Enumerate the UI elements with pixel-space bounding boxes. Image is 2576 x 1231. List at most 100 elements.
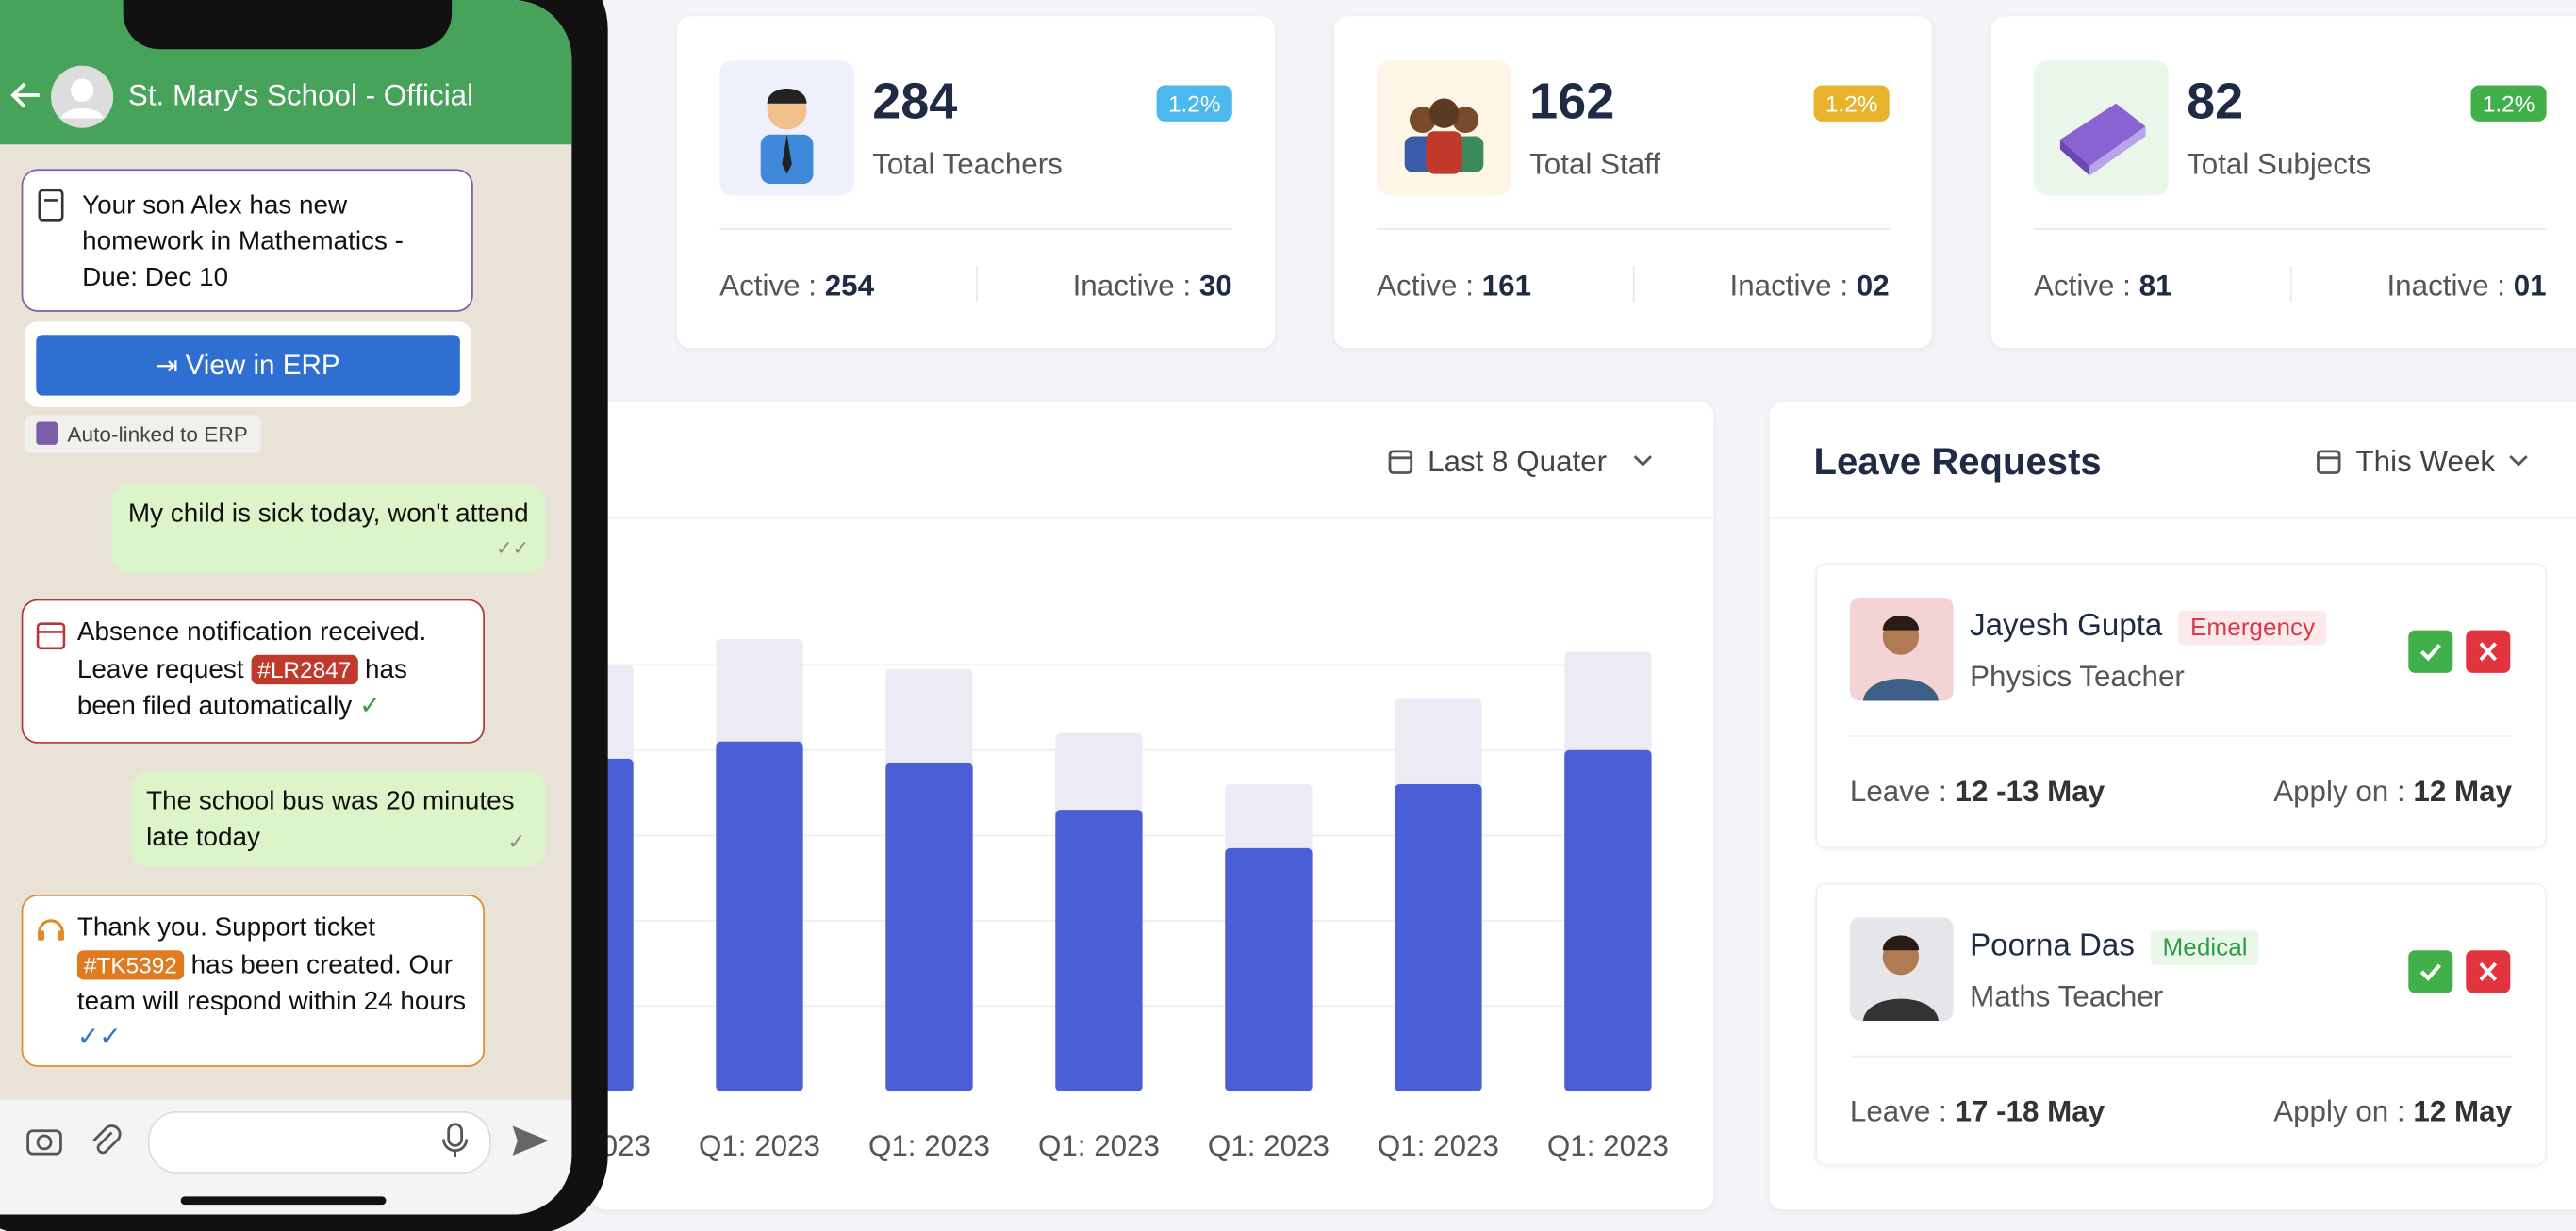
message-text: Absence notification received. Leave req… bbox=[76, 618, 427, 685]
calendar-icon bbox=[1388, 450, 1413, 474]
stat-icon bbox=[2034, 60, 2169, 196]
stat-value: 162 bbox=[1529, 72, 1615, 130]
view-erp-button[interactable]: ⇥ View in ERP bbox=[36, 335, 460, 396]
avatar bbox=[1849, 917, 1954, 1022]
mic-icon[interactable] bbox=[442, 1123, 469, 1158]
approve-button[interactable] bbox=[2408, 630, 2453, 673]
inactive-count: 02 bbox=[1856, 269, 1890, 303]
bar bbox=[1395, 783, 1482, 1091]
leave-value: 12 -13 May bbox=[1955, 774, 2105, 808]
active-count: 254 bbox=[824, 269, 875, 303]
leave-value: 17 -18 May bbox=[1955, 1094, 2105, 1128]
x-tick-label: Q1: 2023 bbox=[868, 1129, 990, 1162]
active-count: 81 bbox=[2138, 269, 2172, 303]
inactive-label: Inactive : bbox=[1072, 269, 1192, 303]
message-tag: #TK5392 bbox=[76, 950, 184, 980]
button-label: View in ERP bbox=[185, 349, 340, 381]
camera-icon[interactable] bbox=[26, 1124, 62, 1157]
active-label: Active : bbox=[1377, 269, 1474, 303]
apply-label: Apply on : bbox=[2273, 1094, 2405, 1128]
bar bbox=[1055, 810, 1143, 1091]
divider bbox=[591, 517, 1714, 519]
stat-badge: 1.2% bbox=[1813, 85, 1890, 122]
inactive-row: Inactive : 02 bbox=[1730, 270, 1890, 304]
message-tag: #LR2847 bbox=[251, 654, 358, 685]
stat-value: 82 bbox=[2187, 72, 2244, 130]
icon-art bbox=[760, 89, 814, 185]
name-row: Jayesh Gupta Emergency bbox=[1970, 609, 2327, 646]
divider bbox=[2289, 266, 2292, 303]
chart-filter[interactable]: Last 8 Quater bbox=[1428, 444, 1608, 478]
back-arrow[interactable] bbox=[9, 79, 42, 112]
chevron bbox=[1633, 455, 1653, 467]
avatar bbox=[1849, 597, 1954, 701]
apply-value: 12 May bbox=[2413, 1094, 2513, 1128]
apply-label: Apply on : bbox=[2273, 774, 2405, 808]
message-text: My child is sick today, won't attend bbox=[127, 501, 529, 529]
active-count: 161 bbox=[1481, 269, 1532, 303]
note-chip: Auto-linked to ERP bbox=[25, 415, 261, 453]
approve-button[interactable] bbox=[2408, 950, 2453, 993]
avatar-art bbox=[1862, 615, 1939, 701]
message: The school bus was 20 minutes late today… bbox=[131, 771, 546, 867]
text-input[interactable] bbox=[147, 1110, 491, 1174]
notch bbox=[123, 0, 453, 50]
leave-tag: Emergency bbox=[2178, 610, 2327, 646]
avatar-art bbox=[1862, 935, 1939, 1022]
message: My child is sick today, won't attend ✓✓ bbox=[111, 484, 546, 573]
leave-tag: Medical bbox=[2151, 930, 2259, 965]
message: Absence notification received. Leave req… bbox=[21, 599, 485, 744]
contact-avatar bbox=[51, 65, 114, 128]
stat-label: Total Teachers bbox=[872, 147, 1063, 181]
message-text: has been created. Our team will respond … bbox=[76, 951, 467, 1016]
active-row: Active : 161 bbox=[1377, 270, 1531, 304]
calendar-icon bbox=[36, 622, 66, 650]
stat-card: 284 Total Teachers 1.2% Active : 254 Inactiv… bbox=[676, 16, 1276, 349]
person-role: Physics Teacher bbox=[1970, 660, 2185, 693]
person-name: Jayesh Gupta bbox=[1970, 609, 2163, 644]
message: Your son Alex has new homework in Mathem… bbox=[21, 169, 473, 312]
active-label: Active : bbox=[2034, 269, 2131, 303]
divider bbox=[1632, 266, 1635, 303]
reject-button[interactable] bbox=[2466, 630, 2511, 673]
apply-date: Apply on : 12 May bbox=[2273, 775, 2512, 810]
leave-filter[interactable]: This Week bbox=[2355, 444, 2496, 478]
x-tick-label: Q1: 2023 bbox=[699, 1129, 820, 1162]
stat-card: 162 Total Staff 1.2% Active : 161 Inactive :… bbox=[1333, 16, 1933, 349]
active-label: Active : bbox=[719, 269, 817, 303]
stat-badge: 1.2% bbox=[1156, 85, 1232, 122]
attach-icon[interactable] bbox=[89, 1123, 122, 1158]
leave-label: Leave : bbox=[1849, 774, 1947, 808]
x-tick-label: Q1: 2023 bbox=[1378, 1129, 1499, 1162]
stat-value: 284 bbox=[872, 72, 958, 130]
note: Auto-linked to ERP bbox=[67, 421, 248, 447]
divider bbox=[719, 228, 1232, 230]
leave-card: Jayesh Gupta Emergency Physics Teacher Leav… bbox=[1815, 563, 2547, 849]
inactive-label: Inactive : bbox=[2386, 269, 2506, 303]
reject-button[interactable] bbox=[2466, 950, 2511, 993]
leave-card: Poorna Das Medical Maths Teacher Leave : 17… bbox=[1815, 882, 2547, 1166]
divider bbox=[1849, 1055, 2513, 1058]
contact-name: St. Mary's School - Official bbox=[127, 78, 474, 112]
divider bbox=[1849, 735, 2513, 737]
person-role: Maths Teacher bbox=[1970, 979, 2164, 1013]
icon-art bbox=[2059, 103, 2146, 176]
icon-art bbox=[1404, 98, 1484, 174]
send-icon[interactable] bbox=[511, 1123, 551, 1158]
divider bbox=[1769, 517, 2576, 519]
headset-icon bbox=[38, 919, 64, 941]
stat-card: 82 Total Subjects 1.2% Active : 81 Inactive … bbox=[1990, 16, 2576, 349]
message-text: has been filed automatically bbox=[76, 656, 407, 721]
apply-value: 12 May bbox=[2413, 774, 2513, 808]
message-text: The school bus was 20 minutes late today bbox=[146, 787, 515, 852]
name-row: Poorna Das Medical bbox=[1970, 929, 2259, 965]
inactive-count: 30 bbox=[1198, 269, 1232, 303]
leave-title: Leave Requests bbox=[1813, 439, 2102, 483]
stat-label: Total Subjects bbox=[2187, 147, 2371, 181]
active-row: Active : 81 bbox=[2034, 270, 2171, 304]
message: Thank you. Support ticket #TK5392 has be… bbox=[21, 895, 485, 1067]
bar bbox=[716, 741, 803, 1091]
calendar-icon bbox=[2317, 450, 2341, 474]
